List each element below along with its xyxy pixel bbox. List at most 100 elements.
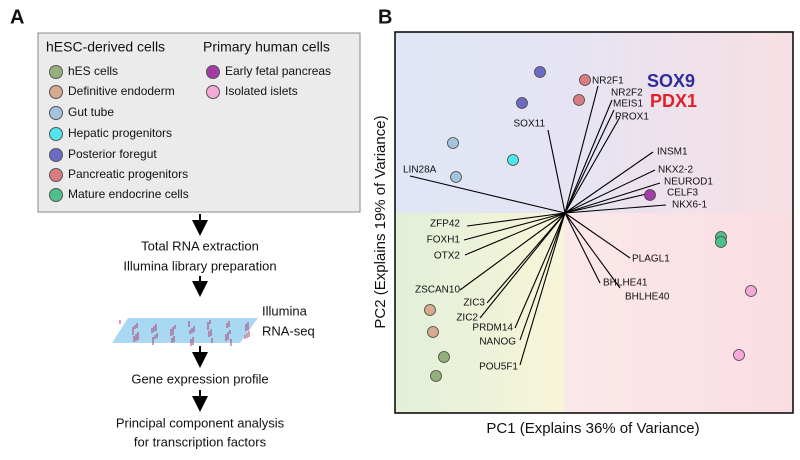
- gene-label: NKX6-1: [672, 200, 707, 211]
- loading-vector: [519, 212, 566, 341]
- sample-point: [733, 349, 745, 361]
- gene-label: BHLHE40: [625, 292, 670, 303]
- gene-label: CELF3: [667, 188, 699, 199]
- legend-title: Primary human cells: [203, 39, 330, 55]
- gene-label: PROX1: [615, 112, 649, 123]
- loading-vector: [564, 191, 656, 214]
- loading-vector: [464, 212, 566, 256]
- step: Illumina: [262, 303, 308, 318]
- sample-points: [424, 66, 757, 382]
- legend-swatch: [49, 188, 63, 202]
- gene-label: NEUROD1: [664, 177, 713, 188]
- legend-swatch: [206, 65, 220, 79]
- legend-box: [37, 32, 361, 213]
- sample-point: [438, 351, 450, 363]
- loading-vector: [564, 169, 656, 214]
- legend-item: Gut tube: [68, 105, 114, 119]
- legend-item: Posterior foregut: [68, 147, 157, 161]
- gene-label: ZIC3: [463, 298, 485, 309]
- gene-label: INSM1: [657, 147, 688, 158]
- loading-vector: [514, 212, 566, 329]
- y-axis-label: PC2 (Explains 19% of Variance): [372, 115, 389, 328]
- gene-label: ZSCAN10: [415, 285, 460, 296]
- gene-label: ZIC2: [456, 313, 478, 324]
- panel-label: B: [378, 6, 392, 28]
- loading-vector: [564, 182, 661, 214]
- sample-point: [573, 94, 585, 106]
- gene-label: ZFP42: [430, 219, 460, 230]
- loading-vector: [564, 151, 654, 214]
- step: for transcription factors: [134, 434, 267, 449]
- gene-label: FOXH1: [427, 235, 461, 246]
- gene-label: NR2F2: [611, 88, 643, 99]
- loading-vector: [564, 212, 601, 284]
- loading-vector: [564, 212, 621, 289]
- loading-vector: [564, 212, 631, 259]
- loading-vector: [564, 116, 621, 214]
- sample-point: [579, 74, 591, 86]
- x-axis-label: PC1 (Explains 36% of Variance): [486, 420, 699, 437]
- gene-label: MEIS1: [613, 99, 643, 110]
- legend-item: Pancreatic progenitors: [68, 167, 188, 181]
- loading-vector: [564, 109, 615, 214]
- sample-point: [644, 189, 656, 201]
- sample-point: [507, 154, 519, 166]
- sample-point: [516, 97, 528, 109]
- legend-swatch: [49, 168, 63, 182]
- highlight-gene: SOX9: [647, 71, 695, 91]
- legend-item: hES cells: [68, 64, 118, 78]
- legend-swatch: [49, 148, 63, 162]
- legend-swatch: [49, 85, 63, 99]
- loading-vector: [459, 212, 566, 291]
- plot-bg: [395, 32, 793, 214]
- gene-label: LIN28A: [403, 165, 437, 176]
- legend-item: Definitive endoderm: [68, 84, 175, 98]
- sample-point: [450, 171, 462, 183]
- loading-vector: [519, 212, 566, 366]
- sample-point: [447, 137, 459, 149]
- legend-item: Hepatic progenitors: [68, 126, 172, 140]
- plot-bg: [395, 213, 793, 413]
- panel-label: A: [10, 6, 24, 28]
- loading-vector: [409, 175, 566, 214]
- step: Principal component analysis: [116, 415, 285, 430]
- legend-swatch: [206, 85, 220, 99]
- seq-image: [112, 318, 258, 346]
- sample-point: [427, 326, 439, 338]
- loading-vector: [564, 99, 613, 214]
- legend-swatch: [49, 65, 63, 79]
- legend-item: Isolated islets: [225, 84, 298, 98]
- gene-label: OTX2: [434, 251, 461, 262]
- legend-item: Early fetal pancreas: [225, 64, 331, 78]
- legend: hES cells Definitive endoderm Gut tube Hepa…: [49, 64, 331, 202]
- gene-label: NANOG: [479, 337, 516, 348]
- sample-point: [715, 236, 727, 248]
- highlight-gene: PDX1: [650, 91, 697, 111]
- loading-vector: [547, 129, 566, 214]
- loading-vector: [486, 212, 566, 304]
- gene-label: BHLHE41: [603, 278, 648, 289]
- gene-label: SOX11: [514, 119, 546, 130]
- gene-label: NR2F1: [592, 76, 624, 87]
- step: Total RNA extraction: [141, 238, 259, 253]
- loading-vector: [479, 212, 566, 319]
- legend-swatch: [49, 106, 63, 120]
- legend-item: Mature endocrine cells: [68, 187, 189, 201]
- loading-vector: [564, 204, 667, 214]
- gene-label: POU5F1: [479, 362, 518, 373]
- sample-point: [430, 370, 442, 382]
- sample-point: [745, 285, 757, 297]
- sample-point: [424, 304, 436, 316]
- plot-frame: [394, 31, 794, 414]
- sample-point: [534, 66, 546, 78]
- step: Gene expression profile: [131, 371, 268, 386]
- step: RNA-seq: [262, 323, 315, 338]
- legend-swatch: [49, 127, 63, 141]
- step: Illumina library preparation: [123, 258, 276, 273]
- gene-label: PRDM14: [472, 323, 513, 334]
- legend-title: hESC-derived cells: [46, 39, 165, 55]
- loading-vector: [463, 212, 566, 241]
- gene-label: NKX2-2: [658, 165, 693, 176]
